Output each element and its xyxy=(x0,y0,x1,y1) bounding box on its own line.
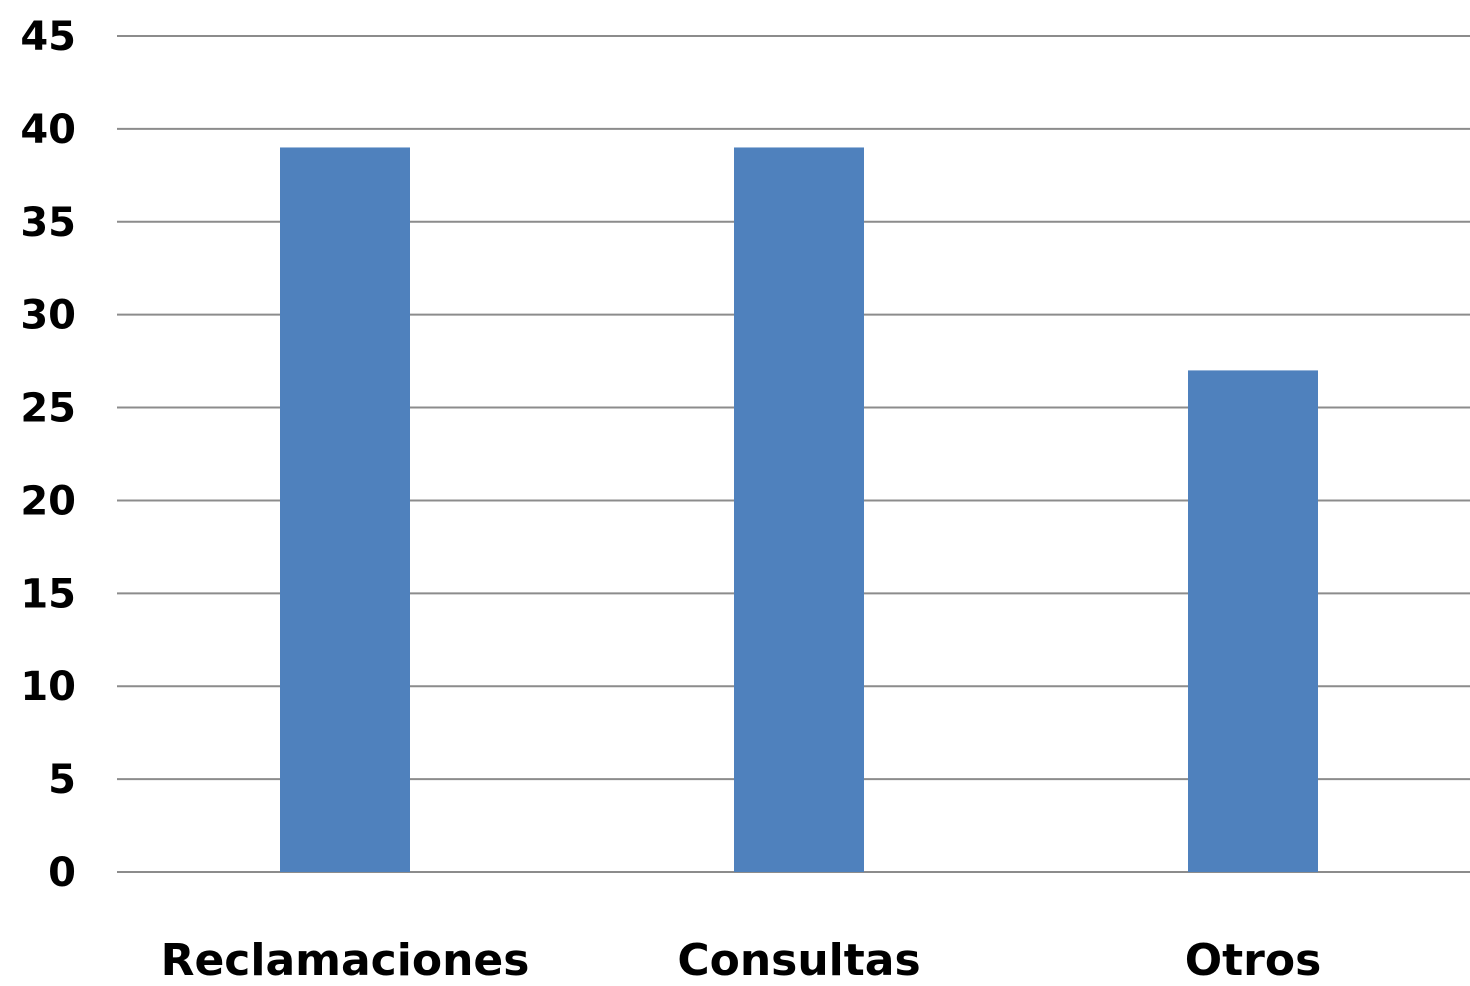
x-category-label: Consultas xyxy=(677,935,920,982)
y-tick-label: 35 xyxy=(20,200,76,246)
x-axis-category-labels: Reclamaciones Consultas Otros xyxy=(161,935,1322,986)
y-tick-label: 15 xyxy=(20,571,76,617)
y-tick-label: 45 xyxy=(20,14,76,60)
bar-reclamaciones xyxy=(280,147,410,872)
y-axis-tick-labels: 0 5 10 15 20 25 30 35 40 45 xyxy=(20,14,76,896)
y-tick-label: 40 xyxy=(20,107,76,153)
y-tick-label: 10 xyxy=(20,664,76,710)
y-tick-label: 0 xyxy=(48,850,76,896)
bar-consultas xyxy=(734,147,864,872)
y-tick-label: 25 xyxy=(20,386,76,432)
x-category-label: Reclamaciones xyxy=(161,935,530,982)
y-tick-label: 30 xyxy=(20,293,76,339)
y-tick-label: 20 xyxy=(20,478,76,524)
bar-otros xyxy=(1188,370,1318,872)
bars xyxy=(280,147,1318,872)
x-category-label: Otros xyxy=(1185,935,1322,982)
y-tick-label: 5 xyxy=(48,757,76,803)
